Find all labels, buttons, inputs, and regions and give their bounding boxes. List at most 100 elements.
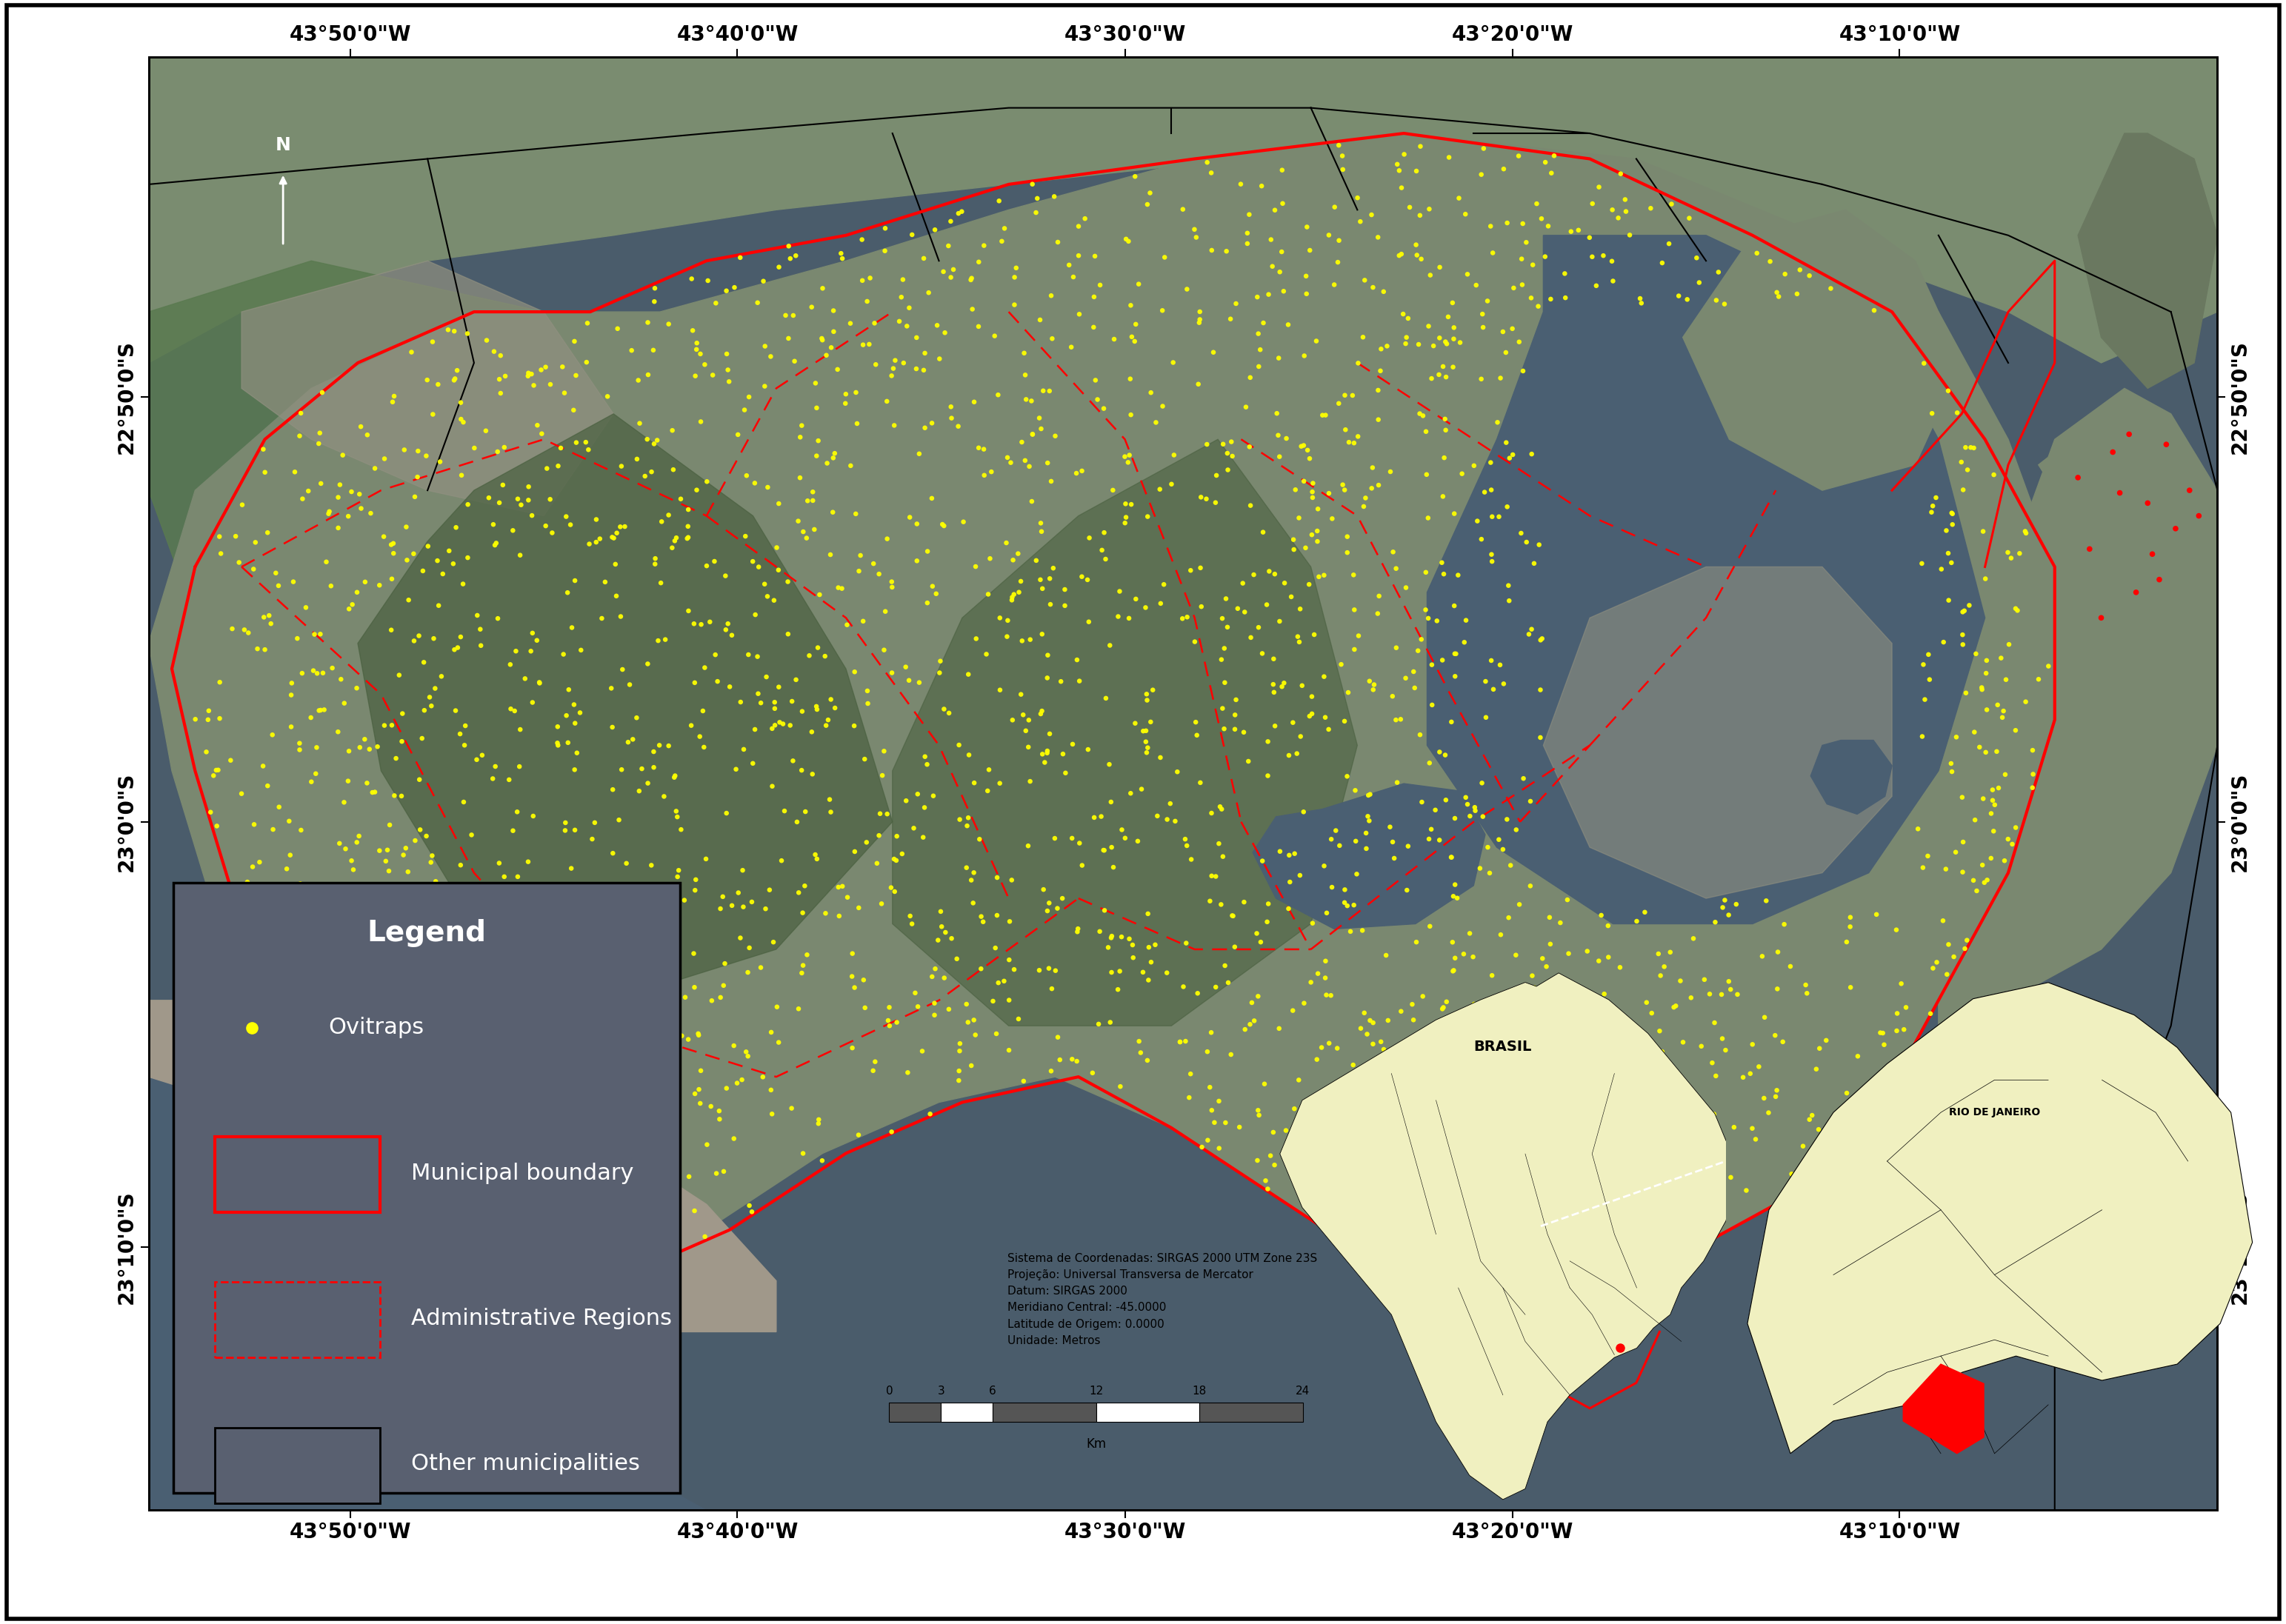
Point xyxy=(1111,606,1148,632)
Point xyxy=(604,757,640,783)
Point xyxy=(1426,788,1463,814)
Point xyxy=(1010,833,1047,859)
Point xyxy=(709,1075,745,1101)
Point xyxy=(702,896,738,922)
Point xyxy=(901,440,937,466)
Point xyxy=(1193,1020,1230,1046)
Point xyxy=(841,542,878,568)
Point xyxy=(514,620,551,646)
Point xyxy=(1977,793,2014,818)
Point xyxy=(1136,932,1173,958)
Point xyxy=(1287,534,1324,560)
Point xyxy=(1102,958,1138,984)
Point xyxy=(1305,853,1342,879)
Point xyxy=(466,1101,503,1127)
Point xyxy=(1326,890,1362,916)
Point xyxy=(1004,682,1040,708)
Point xyxy=(320,515,357,541)
Point xyxy=(370,812,407,838)
Point xyxy=(837,500,873,526)
Point xyxy=(514,690,551,716)
Point xyxy=(663,817,700,843)
Point xyxy=(1063,853,1100,879)
Point xyxy=(1031,378,1068,404)
Point xyxy=(1202,794,1239,820)
Point xyxy=(1369,1007,1406,1033)
Point xyxy=(414,693,450,719)
Point xyxy=(1381,1164,1417,1190)
Point xyxy=(1447,784,1484,810)
Point xyxy=(1522,1307,1559,1333)
Point xyxy=(1321,132,1358,158)
Point xyxy=(544,937,581,963)
Point xyxy=(373,565,409,591)
Point xyxy=(1436,326,1472,352)
Point xyxy=(1040,229,1077,255)
Point xyxy=(546,817,583,843)
Point xyxy=(1287,343,1324,369)
Point xyxy=(1948,935,1984,961)
Point xyxy=(507,666,544,692)
Point xyxy=(791,643,828,669)
Point xyxy=(1081,919,1118,945)
Point xyxy=(1966,786,2003,812)
Point xyxy=(1024,620,1061,646)
Point xyxy=(1436,958,1472,984)
Point xyxy=(464,958,501,984)
Point xyxy=(1132,380,1168,406)
Point xyxy=(1856,297,1893,323)
Point xyxy=(935,257,972,283)
Point xyxy=(761,674,798,700)
Point xyxy=(1093,924,1129,950)
Point xyxy=(1708,1038,1744,1064)
Point xyxy=(1708,887,1744,913)
Point xyxy=(1413,692,1449,718)
Point xyxy=(585,898,622,924)
Point xyxy=(498,638,535,664)
Point xyxy=(1292,703,1328,729)
Point xyxy=(549,580,585,606)
Point xyxy=(905,825,942,851)
Point xyxy=(962,957,999,983)
Point xyxy=(523,357,560,383)
Point xyxy=(535,948,572,974)
Point xyxy=(1047,577,1084,603)
Point xyxy=(1973,801,2009,827)
Point xyxy=(832,453,869,479)
Point xyxy=(1431,145,1468,171)
Point xyxy=(1317,817,1353,843)
Polygon shape xyxy=(1474,516,1868,898)
Point xyxy=(1509,992,1545,1018)
Point xyxy=(544,641,581,667)
Point xyxy=(462,615,498,641)
Point xyxy=(565,877,601,903)
Point xyxy=(1710,901,1747,927)
Point xyxy=(857,1049,894,1075)
Point xyxy=(1054,335,1090,361)
Point xyxy=(1429,364,1465,390)
Point xyxy=(924,898,960,924)
Point xyxy=(770,325,807,351)
Point xyxy=(1401,331,1438,357)
Point xyxy=(1372,1218,1408,1244)
Point xyxy=(654,1054,690,1080)
Point xyxy=(1321,1093,1358,1119)
Point xyxy=(846,966,882,992)
Point xyxy=(1637,1085,1673,1111)
Point xyxy=(288,961,325,987)
Point xyxy=(1303,1034,1340,1060)
Point xyxy=(373,893,409,919)
Point xyxy=(997,957,1033,983)
Point xyxy=(1294,484,1330,510)
Point xyxy=(697,1161,734,1187)
Point xyxy=(1061,242,1097,268)
Point xyxy=(921,648,958,674)
Point xyxy=(1959,879,1996,905)
Point xyxy=(1143,744,1180,770)
Point xyxy=(450,961,487,987)
Point xyxy=(1573,1234,1609,1260)
Point xyxy=(1095,854,1132,880)
Point xyxy=(1262,1015,1298,1041)
Point xyxy=(670,598,706,624)
Point xyxy=(295,658,331,684)
